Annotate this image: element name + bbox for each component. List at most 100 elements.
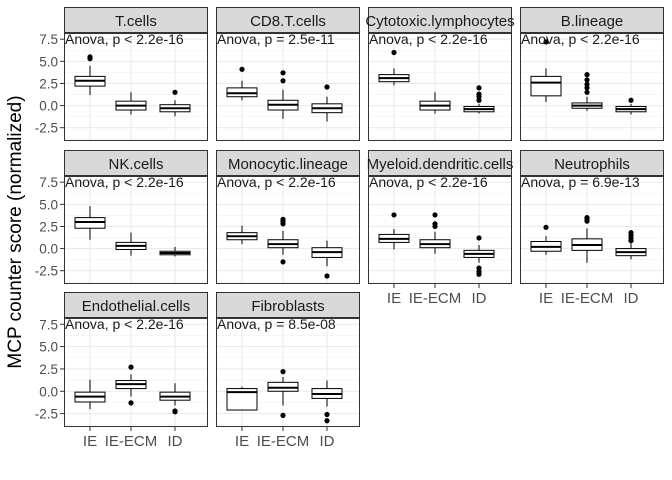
strip-label: Endothelial.cells: [82, 298, 190, 315]
boxplot-id: [615, 230, 647, 260]
anova-annotation: Anova, p < 2.2e-16: [521, 31, 640, 47]
x-tick-label: IE-ECM: [561, 290, 614, 307]
outlier-point: [280, 369, 286, 375]
outlier-point: [584, 81, 590, 87]
outlier-point: [172, 89, 178, 95]
strip-label: T.cells: [115, 13, 157, 30]
boxplot-ie-ecm: [267, 369, 299, 418]
boxplot-id: [159, 89, 191, 117]
boxplot-ie-ecm: [115, 92, 147, 115]
anova-annotation: Anova, p = 6.9e-13: [521, 174, 640, 190]
y-tick-label: 7.5: [39, 175, 58, 190]
y-tick-label: 2.5: [39, 76, 58, 91]
x-tick-label: IE-ECM: [257, 433, 310, 450]
anova-annotation: Anova, p = 8.5e-08: [217, 316, 336, 332]
outlier-point: [584, 72, 590, 78]
box-iqr: [530, 75, 562, 97]
outlier-point: [128, 364, 134, 370]
x-tick-label: ID: [624, 290, 639, 307]
anova-annotation: Anova, p < 2.2e-16: [217, 174, 336, 190]
anova-annotation: Anova, p = 2.5e-11: [217, 31, 335, 47]
strip-label: Neutrophils: [554, 156, 630, 173]
outlier-point: [239, 66, 245, 72]
anova-annotation: Anova, p < 2.2e-16: [65, 31, 184, 47]
panel-border: [520, 176, 664, 284]
x-tick-label: IE: [539, 290, 553, 307]
strip-label: Monocytic.lineage: [228, 156, 348, 173]
plot-area: Anova, p < 2.2e-16: [64, 176, 208, 284]
boxplot-ie: [530, 224, 562, 255]
outlier-point: [432, 221, 438, 227]
outlier-point: [280, 78, 286, 84]
plot-background: [216, 176, 360, 284]
strip-background: [368, 7, 512, 33]
box-iqr: [226, 388, 258, 411]
strip-label: Fibroblasts: [251, 298, 324, 315]
x-tick-label: ID: [168, 433, 183, 450]
anova-annotation: Anova, p < 2.2e-16: [65, 316, 184, 332]
outlier-point: [584, 215, 590, 221]
outlier-point: [628, 230, 634, 236]
outlier-point: [476, 85, 482, 91]
strip-background: [64, 7, 208, 33]
plot-background: [64, 318, 208, 427]
outlier-point: [280, 216, 286, 222]
panel-border: [216, 33, 360, 141]
strip-background: [64, 292, 208, 318]
outlier-point: [432, 212, 438, 218]
plot-background: [64, 176, 208, 284]
strip-label: CD8.T.cells: [250, 13, 326, 30]
panel-border: [216, 318, 360, 427]
boxplot-ie-ecm: [571, 215, 603, 263]
boxplot-ie-ecm: [115, 364, 147, 406]
x-tick-label: ID: [472, 290, 487, 307]
outlier-point: [324, 84, 330, 90]
anova-annotation: Anova, p < 2.2e-16: [369, 174, 488, 190]
outlier-point: [324, 273, 330, 279]
plot-area: Anova, p < 2.2e-16: [64, 31, 208, 141]
boxplot-ie: [74, 379, 106, 410]
plot-area: Anova, p < 2.2e-16: [64, 316, 208, 427]
strip-background: [64, 150, 208, 176]
outlier-point: [324, 418, 330, 424]
outlier-point: [280, 259, 286, 265]
plot-area: Anova, p < 2.2e-16: [368, 174, 512, 284]
outlier-point: [172, 409, 178, 415]
x-tick-label: IE-ECM: [409, 290, 462, 307]
outlier-point: [476, 235, 482, 241]
strip-label: NK.cells: [108, 156, 163, 173]
boxplot-ie-ecm: [419, 212, 451, 254]
plot-area: Anova, p = 2.5e-11: [216, 31, 360, 141]
strip-background: [216, 7, 360, 33]
x-tick-label: ID: [320, 433, 335, 450]
y-tick-label: 7.5: [39, 32, 58, 47]
outlier-point: [584, 89, 590, 95]
outlier-point: [128, 400, 134, 406]
outlier-point: [584, 77, 590, 83]
boxplot-id: [463, 235, 495, 277]
strip-label: Myeloid.dendritic.cells: [367, 156, 514, 173]
outlier-point: [476, 91, 482, 97]
outlier-point: [543, 224, 549, 230]
boxplot-ie: [378, 212, 410, 250]
boxplot-id: [311, 380, 343, 424]
x-tick-label: IE: [235, 433, 249, 450]
y-tick-label: 2.5: [39, 362, 58, 377]
outlier-point: [280, 412, 286, 418]
strip-background: [216, 150, 360, 176]
boxplot-ie-ecm: [115, 232, 147, 256]
boxplot-id: [159, 383, 191, 415]
strip-label: B.lineage: [561, 13, 624, 30]
outlier-point: [543, 39, 549, 45]
plot-area: Anova, p < 2.2e-16: [216, 174, 360, 284]
boxplot-ie: [530, 39, 562, 103]
plot-area: Anova, p < 2.2e-16: [520, 31, 664, 141]
